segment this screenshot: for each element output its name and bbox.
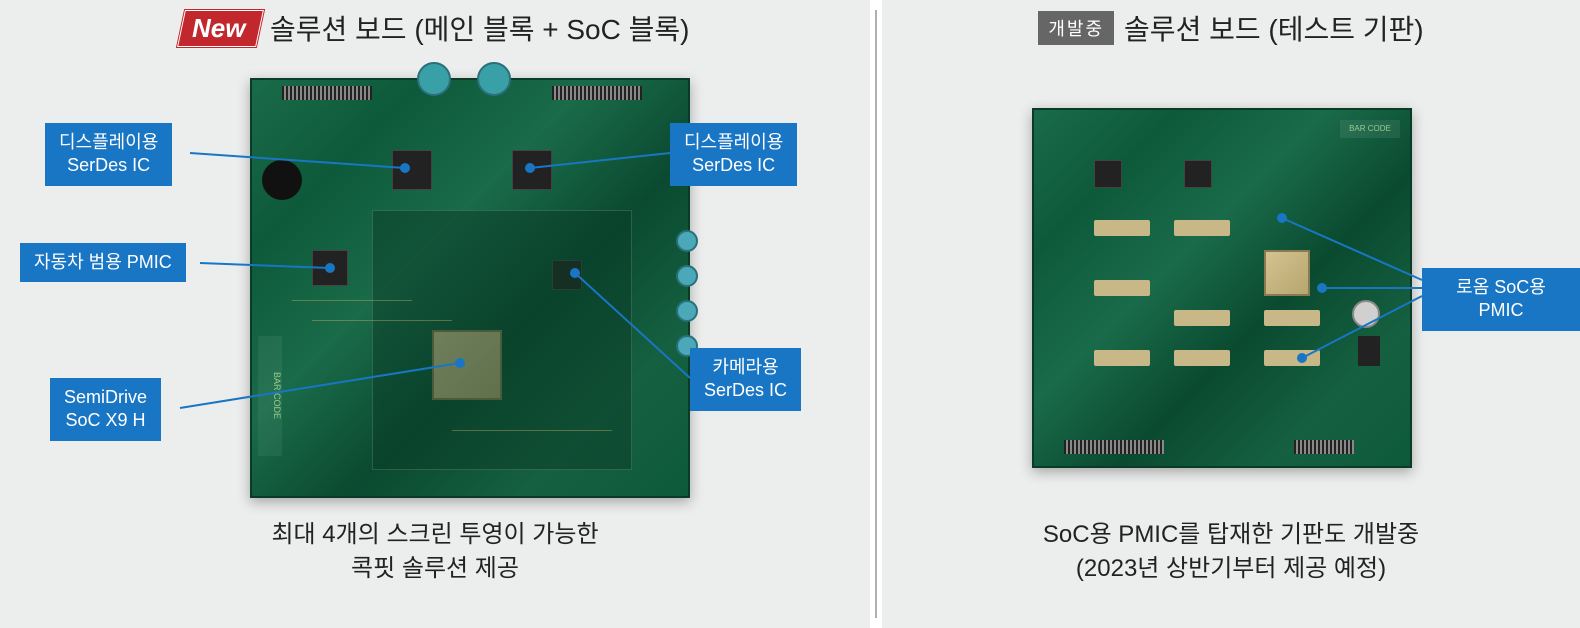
dev-badge: 개발중 (1038, 11, 1114, 45)
left-caption-line1: 최대 4개의 스크린 투영이 가능한 (20, 518, 850, 552)
callout-semidrive: SemiDrive SoC X9 H (50, 378, 161, 441)
main-pcb-image: BAR CODE (250, 78, 690, 498)
left-caption-line2: 콕핏 솔루션 제공 (20, 552, 850, 586)
right-title-row: 개발중 솔루션 보드 (테스트 기판) (882, 0, 1580, 48)
right-caption-line1: SoC용 PMIC를 탑재한 기판도 개발중 (902, 518, 1560, 552)
left-caption: 최대 4개의 스크린 투영이 가능한 콕핏 솔루션 제공 (0, 518, 870, 585)
right-caption: SoC용 PMIC를 탑재한 기판도 개발중 (2023년 상반기부터 제공 예… (882, 518, 1580, 585)
right-board-area: BAR CODE 로옴 SoC용 PMIC (882, 48, 1580, 518)
left-board-area: BAR CODE 디스플레이용 SerDes IC 자동차 범용 PMIC Se… (0, 48, 870, 518)
callout-rohm-pmic: 로옴 SoC용 PMIC (1422, 268, 1580, 331)
new-badge-text: New (192, 13, 245, 44)
right-title: 솔루션 보드 (테스트 기판) (1124, 8, 1424, 48)
callout-pmic: 자동차 범용 PMIC (20, 243, 186, 282)
callout-display-serdes-1: 디스플레이용 SerDes IC (45, 123, 172, 186)
left-panel: New 솔루션 보드 (메인 블록 + SoC 블록) (0, 0, 870, 628)
new-badge: New (177, 10, 264, 47)
callout-camera-serdes: 카메라용 SerDes IC (690, 348, 801, 411)
callout-display-serdes-2: 디스플레이용 SerDes IC (670, 123, 797, 186)
left-title-row: New 솔루션 보드 (메인 블록 + SoC 블록) (0, 0, 870, 48)
right-panel: 개발중 솔루션 보드 (테스트 기판) BAR CODE 로옴 SoC (882, 0, 1580, 628)
panel-divider (875, 10, 877, 618)
right-caption-line2: (2023년 상반기부터 제공 예정) (902, 552, 1560, 586)
test-pcb-image: BAR CODE (1032, 108, 1412, 468)
left-title: 솔루션 보드 (메인 블록 + SoC 블록) (270, 8, 690, 48)
